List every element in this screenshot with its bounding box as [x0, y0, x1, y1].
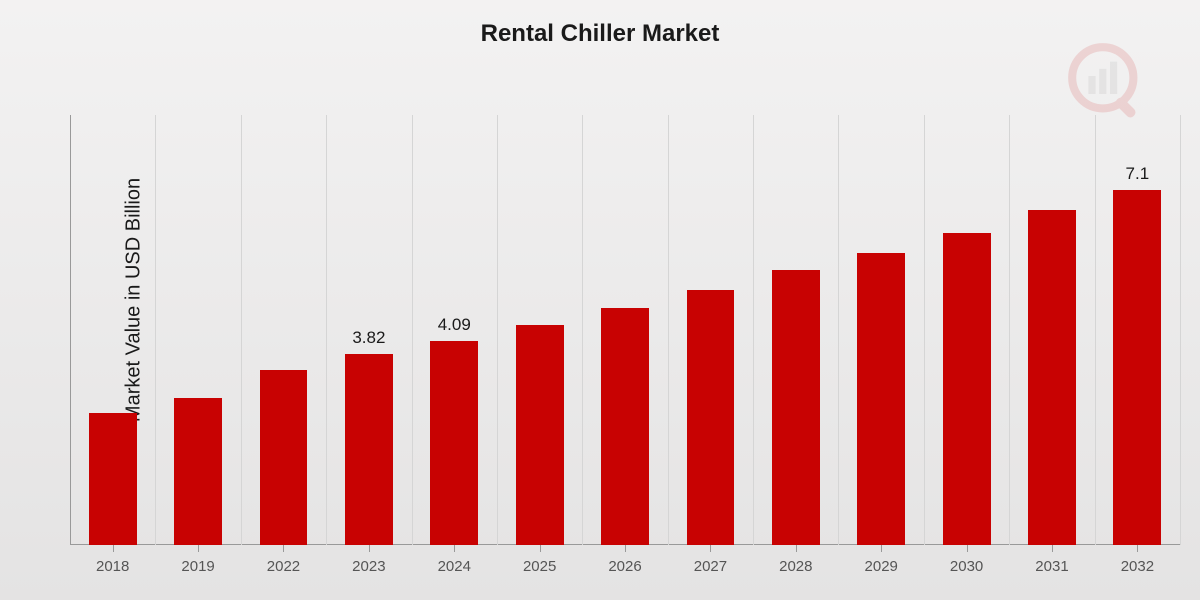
- grid-line: [1009, 115, 1010, 545]
- x-tick: [625, 545, 626, 552]
- bar-slot: 7.1: [1095, 115, 1180, 545]
- bar: [601, 308, 649, 546]
- x-tick: [710, 545, 711, 552]
- x-tick: [369, 545, 370, 552]
- bar-slot: [155, 115, 240, 545]
- grid-line: [924, 115, 925, 545]
- bar-slot: [1009, 115, 1094, 545]
- x-axis-label: 2032: [1095, 558, 1180, 575]
- bars-group: 3.82 4.09 7.1: [70, 115, 1180, 545]
- bar-slot: [668, 115, 753, 545]
- x-axis-label: 2023: [326, 558, 411, 575]
- bar: [1113, 190, 1161, 545]
- bar: [772, 270, 820, 545]
- x-axis-label: 2026: [582, 558, 667, 575]
- bar-slot: [582, 115, 667, 545]
- grid-line: [582, 115, 583, 545]
- grid-line: [753, 115, 754, 545]
- bar-value-label: 4.09: [438, 315, 471, 335]
- x-axis-label: 2025: [497, 558, 582, 575]
- grid-line: [326, 115, 327, 545]
- bar-slot: [839, 115, 924, 545]
- x-tick: [113, 545, 114, 552]
- x-tick: [1137, 545, 1138, 552]
- x-tick: [198, 545, 199, 552]
- x-axis-label: 2029: [839, 558, 924, 575]
- bar: [260, 370, 308, 545]
- x-axis-label: 2019: [155, 558, 240, 575]
- grid-line: [838, 115, 839, 545]
- bar-slot: [241, 115, 326, 545]
- x-tick: [881, 545, 882, 552]
- bar: [174, 398, 222, 546]
- grid-line: [1180, 115, 1181, 545]
- bar: [89, 413, 137, 546]
- bar: [943, 233, 991, 545]
- x-tick: [283, 545, 284, 552]
- x-axis-label: 2028: [753, 558, 838, 575]
- x-axis-label: 2027: [668, 558, 753, 575]
- chart-container: Rental Chiller Market Market Value in US…: [0, 0, 1200, 600]
- grid-line: [668, 115, 669, 545]
- bar: [1028, 210, 1076, 545]
- x-tick: [454, 545, 455, 552]
- grid-line: [241, 115, 242, 545]
- bar-slot: [924, 115, 1009, 545]
- grid-line: [412, 115, 413, 545]
- bar-slot: 4.09: [412, 115, 497, 545]
- x-tick: [967, 545, 968, 552]
- bar-slot: 3.82: [326, 115, 411, 545]
- bar: [516, 325, 564, 545]
- bar: [430, 341, 478, 546]
- x-axis-label: 2024: [412, 558, 497, 575]
- x-tick: [1052, 545, 1053, 552]
- bar: [857, 253, 905, 546]
- x-axis-label: 2018: [70, 558, 155, 575]
- x-tick: [540, 545, 541, 552]
- grid-line: [155, 115, 156, 545]
- bar-slot: [70, 115, 155, 545]
- grid-line: [497, 115, 498, 545]
- bar-value-label: 7.1: [1126, 164, 1150, 184]
- bar-slot: [753, 115, 838, 545]
- chart-title: Rental Chiller Market: [0, 20, 1200, 48]
- x-axis-label: 2022: [241, 558, 326, 575]
- x-axis-label: 2030: [924, 558, 1009, 575]
- x-axis-label: 2031: [1009, 558, 1094, 575]
- bar: [345, 354, 393, 545]
- x-labels-group: 2018201920222023202420252026202720282029…: [70, 558, 1180, 575]
- x-tick: [796, 545, 797, 552]
- grid-line: [1095, 115, 1096, 545]
- bar-slot: [497, 115, 582, 545]
- plot-area: 3.82 4.09 7.1: [70, 115, 1180, 545]
- bar: [687, 290, 735, 545]
- bar-value-label: 3.82: [352, 328, 385, 348]
